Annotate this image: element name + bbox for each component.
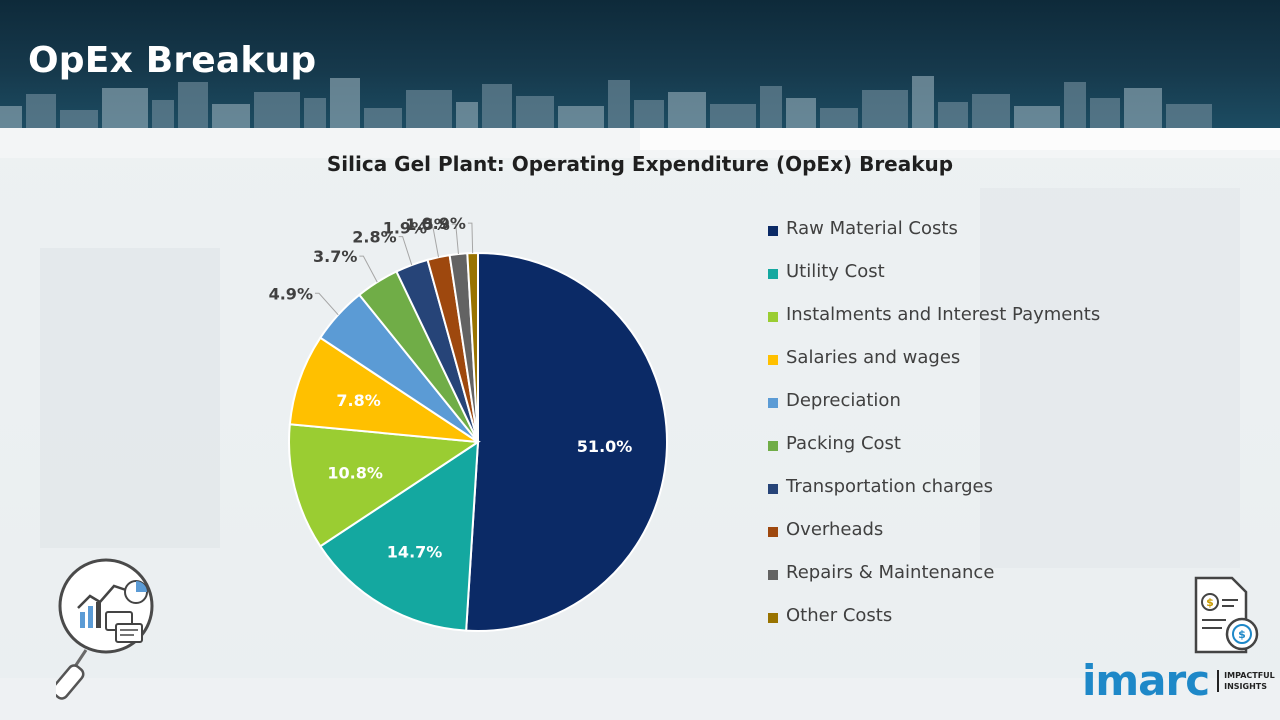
data-label-6: 3.7% [313, 247, 357, 266]
legend-label: Raw Material Costs [786, 218, 958, 239]
svg-text:$: $ [1238, 628, 1246, 641]
legend-item: Depreciation [768, 390, 1100, 433]
legend-label: Transportation charges [786, 476, 993, 497]
legend-swatch [768, 398, 778, 408]
legend-item: Instalments and Interest Payments [768, 304, 1100, 347]
leader-line-5 [314, 292, 339, 316]
pie-slice-4 [288, 336, 479, 443]
pie-slice-2 [318, 440, 480, 632]
data-label-4: 7.8% [336, 391, 380, 410]
legend-swatch [768, 269, 778, 279]
leader-line-7 [398, 236, 413, 266]
logo-tagline-line-1: IMPACTFUL [1224, 671, 1275, 680]
header-banner: OpEx Breakup [0, 0, 1280, 128]
legend-item: Repairs & Maintenance [768, 562, 1100, 605]
legend-item: Utility Cost [768, 261, 1100, 304]
logo-tagline: IMPACTFUL INSIGHTS [1217, 670, 1280, 692]
leader-line-6 [359, 255, 378, 283]
cost-document-icon: $ $ [1194, 576, 1259, 654]
chart-background [0, 128, 1280, 720]
legend-swatch [768, 226, 778, 236]
legend-label: Salaries and wages [786, 347, 961, 368]
legend-swatch [768, 527, 778, 537]
legend-label: Packing Cost [786, 433, 901, 454]
legend-item: Packing Cost [768, 433, 1100, 476]
legend-label: Utility Cost [786, 261, 885, 282]
legend-item: Transportation charges [768, 476, 1100, 519]
legend-swatch [768, 312, 778, 322]
legend-label: Overheads [786, 519, 884, 540]
legend-item: Salaries and wages [768, 347, 1100, 390]
legend-item: Other Costs [768, 605, 1100, 648]
legend-swatch [768, 441, 778, 451]
analytics-magnifier-icon [56, 558, 154, 700]
chart-legend: Raw Material Costs Utility Cost Instalment… [768, 218, 1100, 648]
data-label-7: 2.8% [352, 228, 396, 247]
data-label-9: 1.5% [405, 215, 449, 234]
logo-tagline-line-2: INSIGHTS [1224, 682, 1268, 691]
legend-label: Depreciation [786, 390, 901, 411]
legend-label: Repairs & Maintenance [786, 562, 995, 583]
pie-slice-1 [465, 251, 669, 632]
city-skyline-decoration [0, 76, 1212, 128]
legend-swatch [768, 570, 778, 580]
leader-line-8 [429, 227, 440, 258]
legend-item: Raw Material Costs [768, 218, 1100, 261]
legend-label: Other Costs [786, 605, 893, 626]
pie-slice-3 [288, 423, 481, 548]
data-label-5: 4.9% [269, 284, 313, 303]
chart-title: Silica Gel Plant: Operating Expenditure … [326, 152, 954, 176]
logo-wordmark: imarc [1082, 656, 1210, 705]
data-label-1: 51.0% [577, 437, 633, 456]
leader-line-10 [467, 222, 474, 254]
legend-label: Instalments and Interest Payments [786, 304, 1101, 325]
legend-item: Overheads [768, 519, 1100, 562]
data-label-2: 14.7% [387, 543, 443, 562]
data-label-10: 0.9% [422, 214, 466, 233]
legend-swatch [768, 355, 778, 365]
svg-text:$: $ [1206, 596, 1214, 609]
page-title: OpEx Breakup [28, 40, 317, 81]
imarc-logo: imarc IMPACTFUL INSIGHTS [1082, 660, 1280, 702]
legend-swatch [768, 613, 778, 623]
legend-swatch [768, 484, 778, 494]
data-label-3: 10.8% [327, 464, 383, 483]
leader-line-9 [451, 223, 459, 255]
data-label-8: 1.9% [383, 219, 427, 238]
